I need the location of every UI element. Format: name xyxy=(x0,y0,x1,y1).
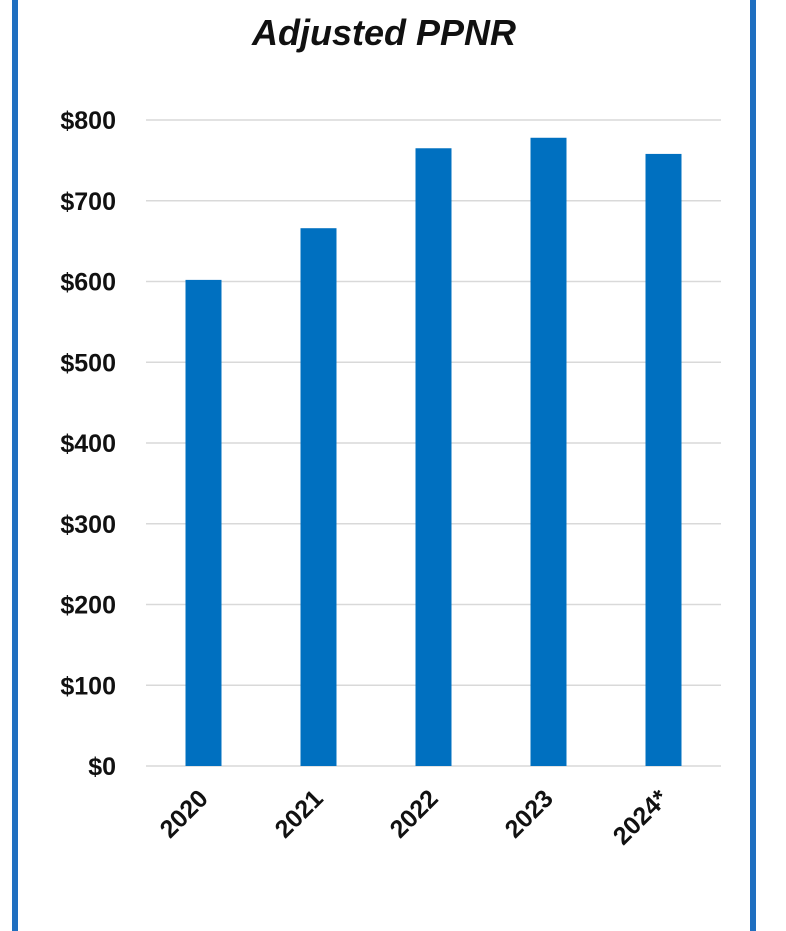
y-axis-labels: $0 $100 $200 $300 $400 $500 $600 $700 $800 xyxy=(60,107,116,781)
bar-2022 xyxy=(415,148,452,766)
x-tick-label: 2024* xyxy=(608,784,674,850)
x-tick-label: 2023 xyxy=(500,784,559,843)
y-tick-label: $100 xyxy=(60,672,116,700)
y-tick-label: $300 xyxy=(60,511,116,539)
y-tick-label: $0 xyxy=(88,753,116,781)
chart-frame xyxy=(12,0,756,931)
bars xyxy=(185,137,682,767)
x-tick-label: 2021 xyxy=(270,784,329,843)
bar-2024-star xyxy=(645,153,682,767)
y-tick-label: $600 xyxy=(60,269,116,297)
x-tick-label: 2022 xyxy=(385,784,444,843)
bar-2020 xyxy=(185,279,222,766)
y-tick-label: $400 xyxy=(60,430,116,458)
y-tick-label: $500 xyxy=(60,349,116,377)
bar-2021 xyxy=(300,228,337,766)
y-tick-label: $200 xyxy=(60,592,116,620)
y-tick-label: $800 xyxy=(60,107,116,135)
x-tick-label: 2020 xyxy=(155,784,214,843)
bar-2023 xyxy=(530,137,567,766)
y-tick-label: $700 xyxy=(60,188,116,216)
x-axis-labels: 2020 2021 2022 2023 2024* xyxy=(155,784,674,850)
chart-title: Adjusted PPNR xyxy=(251,12,517,53)
